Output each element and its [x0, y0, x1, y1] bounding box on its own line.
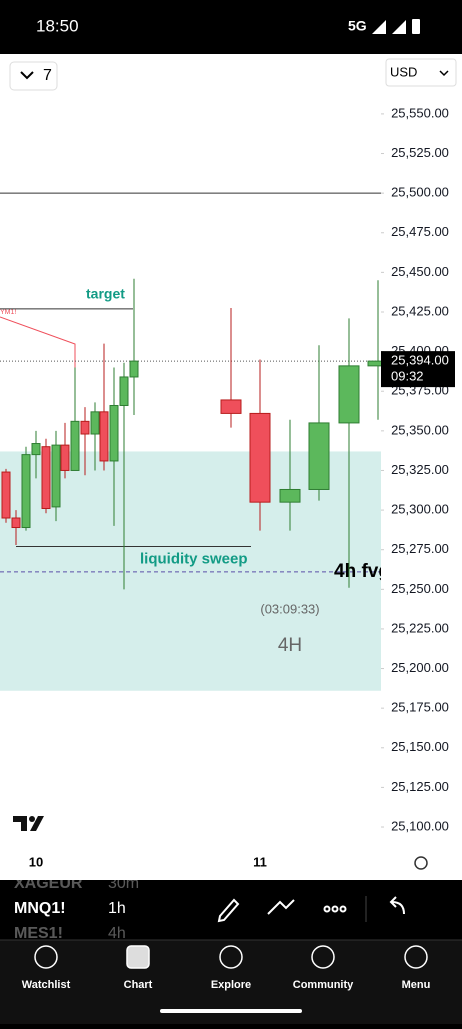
y-tick-label: 25,150.00 [391, 739, 449, 754]
candle-body [21, 454, 31, 529]
y-tick-label: 25,450.00 [391, 264, 449, 279]
timer: (03:09:33) [260, 601, 319, 616]
nav-icon[interactable] [126, 945, 150, 969]
y-tick-label: 25,350.00 [391, 422, 449, 437]
tv-logo [13, 816, 44, 831]
more-icon[interactable] [323, 905, 347, 913]
candle-body [338, 365, 360, 424]
y-tick-label: 25,475.00 [391, 224, 449, 239]
last-price-tag [381, 351, 455, 388]
countdown: 09:32 [391, 369, 424, 384]
candle-body [220, 399, 242, 414]
candle-body [1, 471, 11, 519]
network: 5G [348, 18, 367, 34]
symbol[interactable]: MES1! [14, 925, 63, 942]
symbol-bar [0, 880, 462, 940]
candle-body [308, 422, 330, 490]
candle-body [249, 412, 271, 503]
nav-icon[interactable] [404, 945, 428, 969]
candle-body [31, 443, 41, 456]
nav-label[interactable]: Watchlist [22, 979, 71, 991]
y-tick-label: 25,250.00 [391, 581, 449, 596]
y-tick-label: 25,275.00 [391, 541, 449, 556]
symbol-interval: 4h [108, 925, 126, 942]
interval-watermark: 4H [278, 635, 302, 656]
target-label: target [86, 286, 125, 302]
y-tick-label: 25,325.00 [391, 462, 449, 477]
candle-body [90, 411, 100, 435]
candle-body [41, 446, 51, 509]
candle-body [80, 420, 90, 435]
fvg-zone [0, 451, 381, 691]
interval-button[interactable]: 7 [9, 61, 58, 91]
undo-icon[interactable] [389, 896, 405, 915]
candle-body [119, 376, 129, 406]
candle-body [99, 411, 109, 462]
nav-icon[interactable] [219, 945, 243, 969]
y-tick-label: 25,175.00 [391, 700, 449, 715]
battery-icon [412, 19, 420, 34]
candle-body [51, 444, 61, 508]
y-tick-label: 25,125.00 [391, 779, 449, 794]
nav-label[interactable]: Explore [211, 979, 251, 991]
candle-body [279, 488, 301, 503]
nav-label[interactable]: Community [293, 979, 354, 991]
liquidity-label: liquidity sweep [140, 550, 248, 567]
nav-label[interactable]: Menu [402, 979, 431, 991]
y-tick-label: 25,200.00 [391, 660, 449, 675]
indicators-icon[interactable] [267, 899, 295, 915]
y-tick-label: 25,500.00 [391, 185, 449, 200]
settings-icon[interactable] [414, 856, 428, 870]
plot: YM1! target liquidity sweep 4h fvg (03:09:3… [0, 192, 390, 691]
y-tick-label: 25,225.00 [391, 620, 449, 635]
candle-body [129, 360, 139, 378]
interval-count: 7 [43, 67, 52, 84]
candle-body [11, 517, 21, 529]
x-tick-label: 11 [253, 854, 267, 869]
home-indicator [160, 1009, 302, 1013]
y-tick-label: 25,525.00 [391, 145, 449, 160]
symbol-interval: 30m [108, 875, 139, 892]
symbol-interval: 1h [108, 900, 126, 917]
candle-body [367, 360, 381, 367]
symbol[interactable]: MNQ1! [14, 900, 66, 917]
last-price-label: 25,394.00 [391, 353, 449, 368]
candle-body [60, 444, 70, 471]
nav-icon[interactable] [34, 945, 58, 969]
symbol[interactable]: XAGEUR [14, 875, 83, 892]
fvg-label: 4h fvg [334, 561, 390, 582]
currency: USD [390, 64, 417, 79]
y-tick-label: 25,300.00 [391, 502, 449, 517]
currency-select[interactable]: USD [385, 58, 457, 87]
y-tick-label: 25,100.00 [391, 818, 449, 833]
nav-icon[interactable] [311, 945, 335, 969]
clock: 18:50 [36, 16, 79, 35]
signal-icon [372, 20, 406, 34]
y-tick-label: 25,550.00 [391, 105, 449, 120]
draw-icon[interactable] [217, 898, 240, 923]
nav-label[interactable]: Chart [124, 979, 153, 991]
y-tick-label: 25,425.00 [391, 303, 449, 318]
candle-body [109, 404, 119, 462]
indicator-label: YM1! [0, 309, 16, 316]
candle-body [70, 420, 80, 471]
x-tick-label: 10 [29, 854, 43, 869]
